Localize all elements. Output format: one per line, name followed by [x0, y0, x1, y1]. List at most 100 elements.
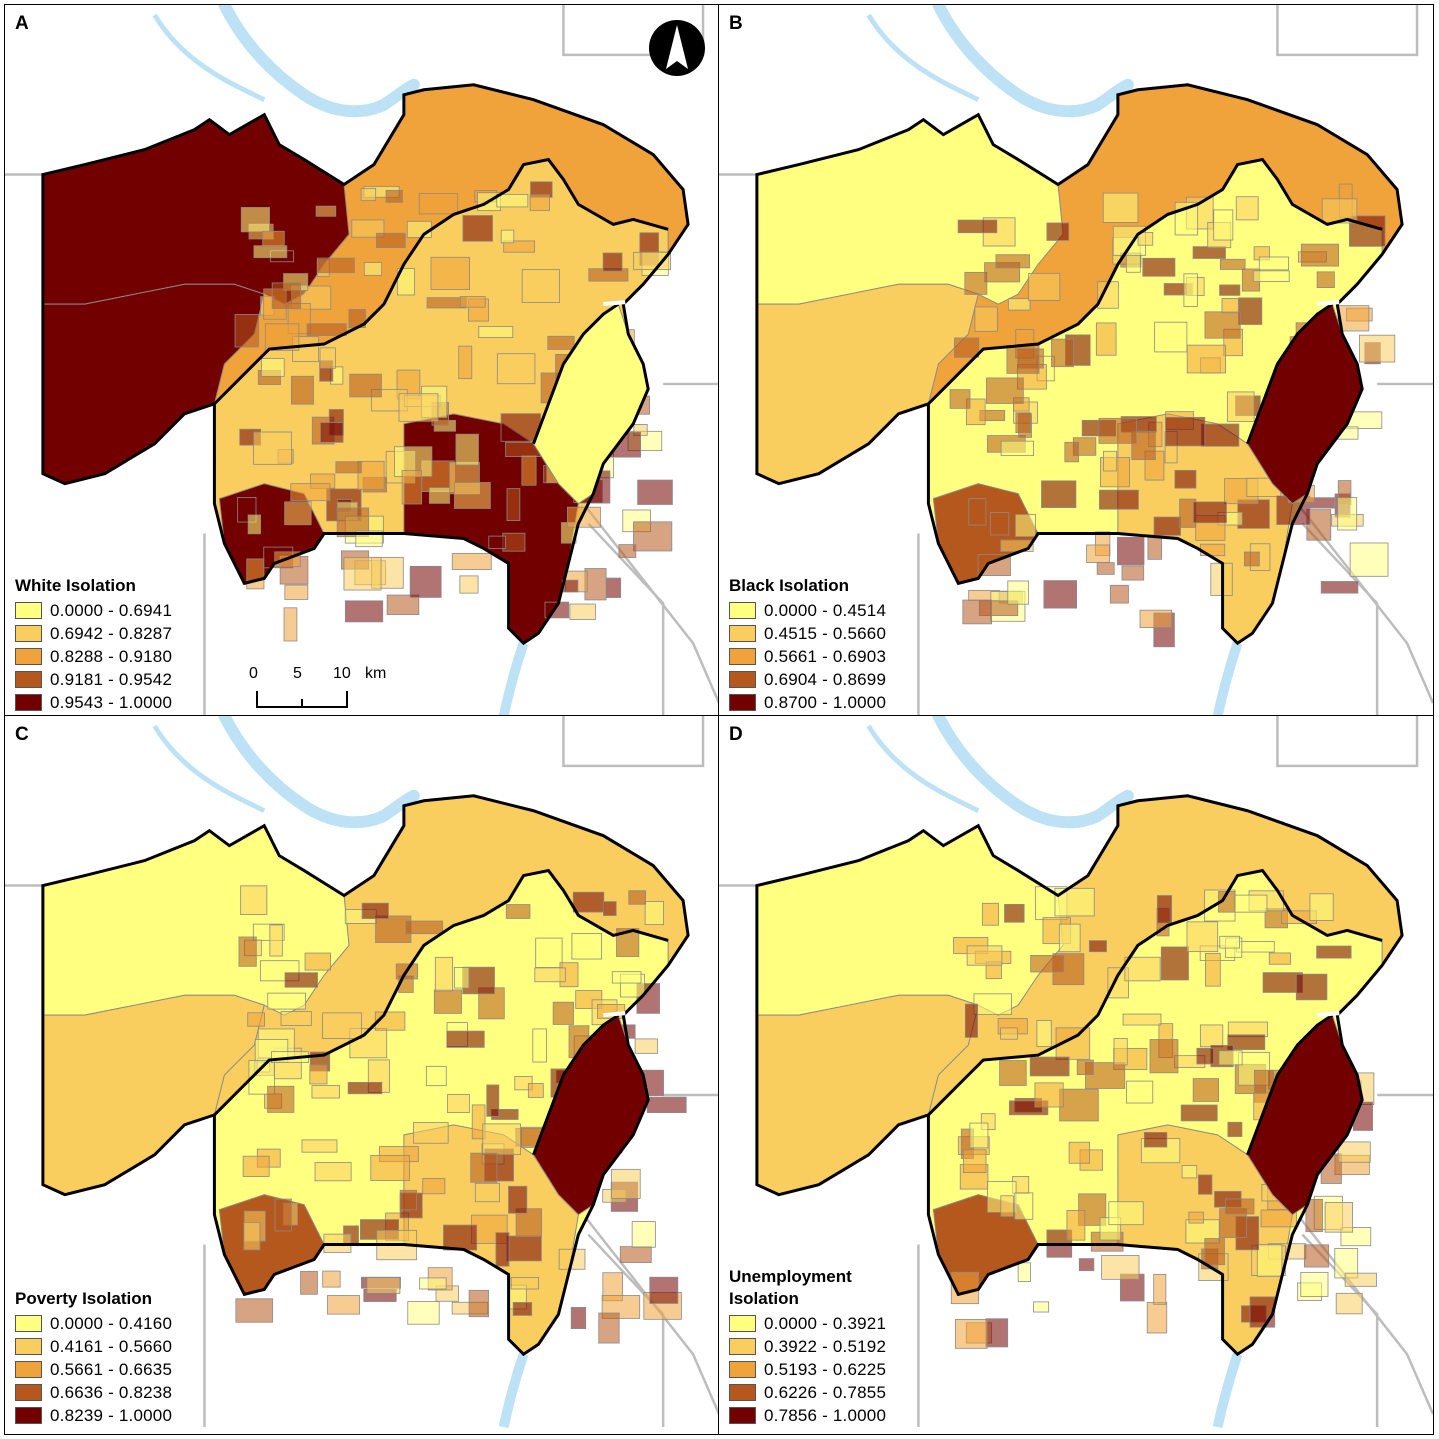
- census-tract: [459, 575, 479, 594]
- inner-ring-boundary: [927, 157, 1383, 405]
- census-tract: [954, 337, 980, 358]
- county-boundary: [755, 794, 1404, 1357]
- census-tract: [413, 1122, 449, 1144]
- census-tract: [1156, 895, 1173, 924]
- legend-item: 0.0000 - 0.6941: [15, 599, 172, 622]
- missouri-river-channel: [152, 13, 266, 102]
- census-tract: [306, 323, 347, 336]
- census-tract: [311, 1085, 340, 1099]
- census-tract: [1066, 1210, 1086, 1241]
- legend-swatch: [15, 1338, 42, 1355]
- legend-title: Unemployment Isolation: [729, 1267, 852, 1308]
- census-tract: [284, 972, 318, 988]
- county-line: [562, 716, 705, 768]
- legend-item: 0.8700 - 1.0000: [729, 691, 886, 714]
- legend-swatch: [729, 625, 756, 642]
- census-tract: [1043, 580, 1077, 609]
- census-tract: [598, 1312, 620, 1344]
- census-tract: [1160, 946, 1189, 981]
- census-tract: [496, 353, 536, 385]
- census-tract: [1192, 501, 1227, 524]
- census-tract: [1078, 1258, 1095, 1272]
- census-tract: [1108, 1201, 1144, 1226]
- legend-swatch: [15, 648, 42, 665]
- census-tract: [1059, 1088, 1099, 1122]
- census-tract: [986, 377, 1024, 404]
- legend-item: 0.9543 - 1.0000: [15, 691, 172, 714]
- census-tract: [949, 389, 971, 409]
- census-tract: [532, 1028, 547, 1063]
- census-tract: [1244, 551, 1260, 567]
- census-tract: [428, 487, 451, 504]
- census-tract: [260, 358, 285, 377]
- census-tract: [1174, 469, 1197, 489]
- census-tract: [405, 920, 444, 935]
- county-line: [1276, 716, 1419, 768]
- legend-item: 0.0000 - 0.3921: [729, 1312, 886, 1335]
- census-tract: [335, 461, 362, 474]
- census-tract: [995, 254, 1030, 269]
- legend-label: 0.0000 - 0.4514: [764, 600, 887, 620]
- census-tract: [1303, 1244, 1330, 1268]
- census-tract: [1131, 430, 1156, 461]
- scale-label-0: 0: [249, 665, 258, 682]
- census-tract: [964, 1003, 978, 1038]
- census-tract: [1000, 1195, 1014, 1217]
- census-tract: [957, 219, 998, 234]
- census-tract: [1041, 480, 1077, 508]
- census-tract: [1188, 1211, 1204, 1224]
- census-tract: [447, 1094, 470, 1113]
- census-tract: [315, 205, 337, 217]
- census-tract: [508, 1185, 528, 1214]
- census-tract: [571, 932, 603, 960]
- census-tract: [1218, 1050, 1243, 1066]
- legend-label: 0.8288 - 0.9180: [50, 646, 173, 666]
- census-tract: [985, 1318, 1009, 1348]
- census-tract: [238, 936, 257, 967]
- census-tract: [500, 413, 542, 442]
- panel-letter: D: [729, 724, 743, 745]
- census-tract: [267, 992, 306, 1010]
- legend-swatch: [729, 694, 756, 711]
- census-tract: [1183, 273, 1198, 307]
- census-tract: [1124, 956, 1161, 982]
- city-boundary: [532, 302, 620, 445]
- census-tract: [274, 1198, 292, 1232]
- north-arrow-icon: [649, 20, 705, 76]
- legend-swatch: [15, 671, 42, 688]
- mississippi-river: [932, 716, 1134, 829]
- legend-item: 0.6942 - 0.8287: [15, 622, 172, 645]
- census-tract: [1359, 334, 1396, 363]
- legend-label: 0.4515 - 0.5660: [764, 623, 887, 643]
- census-tract: [398, 393, 439, 422]
- census-tract: [962, 599, 993, 625]
- census-tract: [290, 375, 314, 405]
- census-tract: [1306, 509, 1332, 541]
- census-tract: [1165, 416, 1206, 447]
- census-tract: [611, 1168, 641, 1199]
- census-tract: [488, 535, 506, 549]
- census-tract: [1149, 1039, 1179, 1074]
- legend-label: 0.0000 - 0.4160: [50, 1313, 173, 1333]
- county-boundary: [41, 83, 690, 646]
- census-tract: [968, 498, 987, 526]
- census-tract: [570, 1307, 587, 1329]
- panel-letter: C: [15, 724, 29, 745]
- census-tract: [999, 1060, 1027, 1086]
- census-tract: [1121, 565, 1145, 581]
- census-tract: [425, 1065, 447, 1087]
- census-tract: [503, 240, 536, 253]
- census-tract: [407, 1301, 440, 1325]
- census-tract: [500, 229, 515, 244]
- county-line: [1296, 1213, 1433, 1415]
- census-tract: [1219, 258, 1246, 270]
- census-tract: [1337, 1141, 1371, 1163]
- legend-label: 0.5661 - 0.6635: [50, 1359, 173, 1379]
- legend-item: 0.9181 - 0.9542: [15, 668, 172, 691]
- census-tract: [1238, 297, 1263, 325]
- census-tract: [1046, 222, 1070, 241]
- census-tract: [253, 245, 288, 259]
- census-tract: [521, 455, 537, 486]
- map-canvas-d: [719, 716, 1433, 1429]
- census-tract: [1095, 322, 1117, 356]
